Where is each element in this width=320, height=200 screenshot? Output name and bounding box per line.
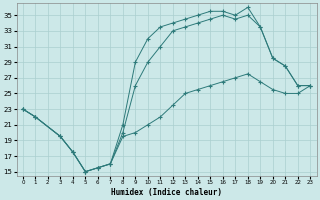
X-axis label: Humidex (Indice chaleur): Humidex (Indice chaleur) <box>111 188 222 197</box>
